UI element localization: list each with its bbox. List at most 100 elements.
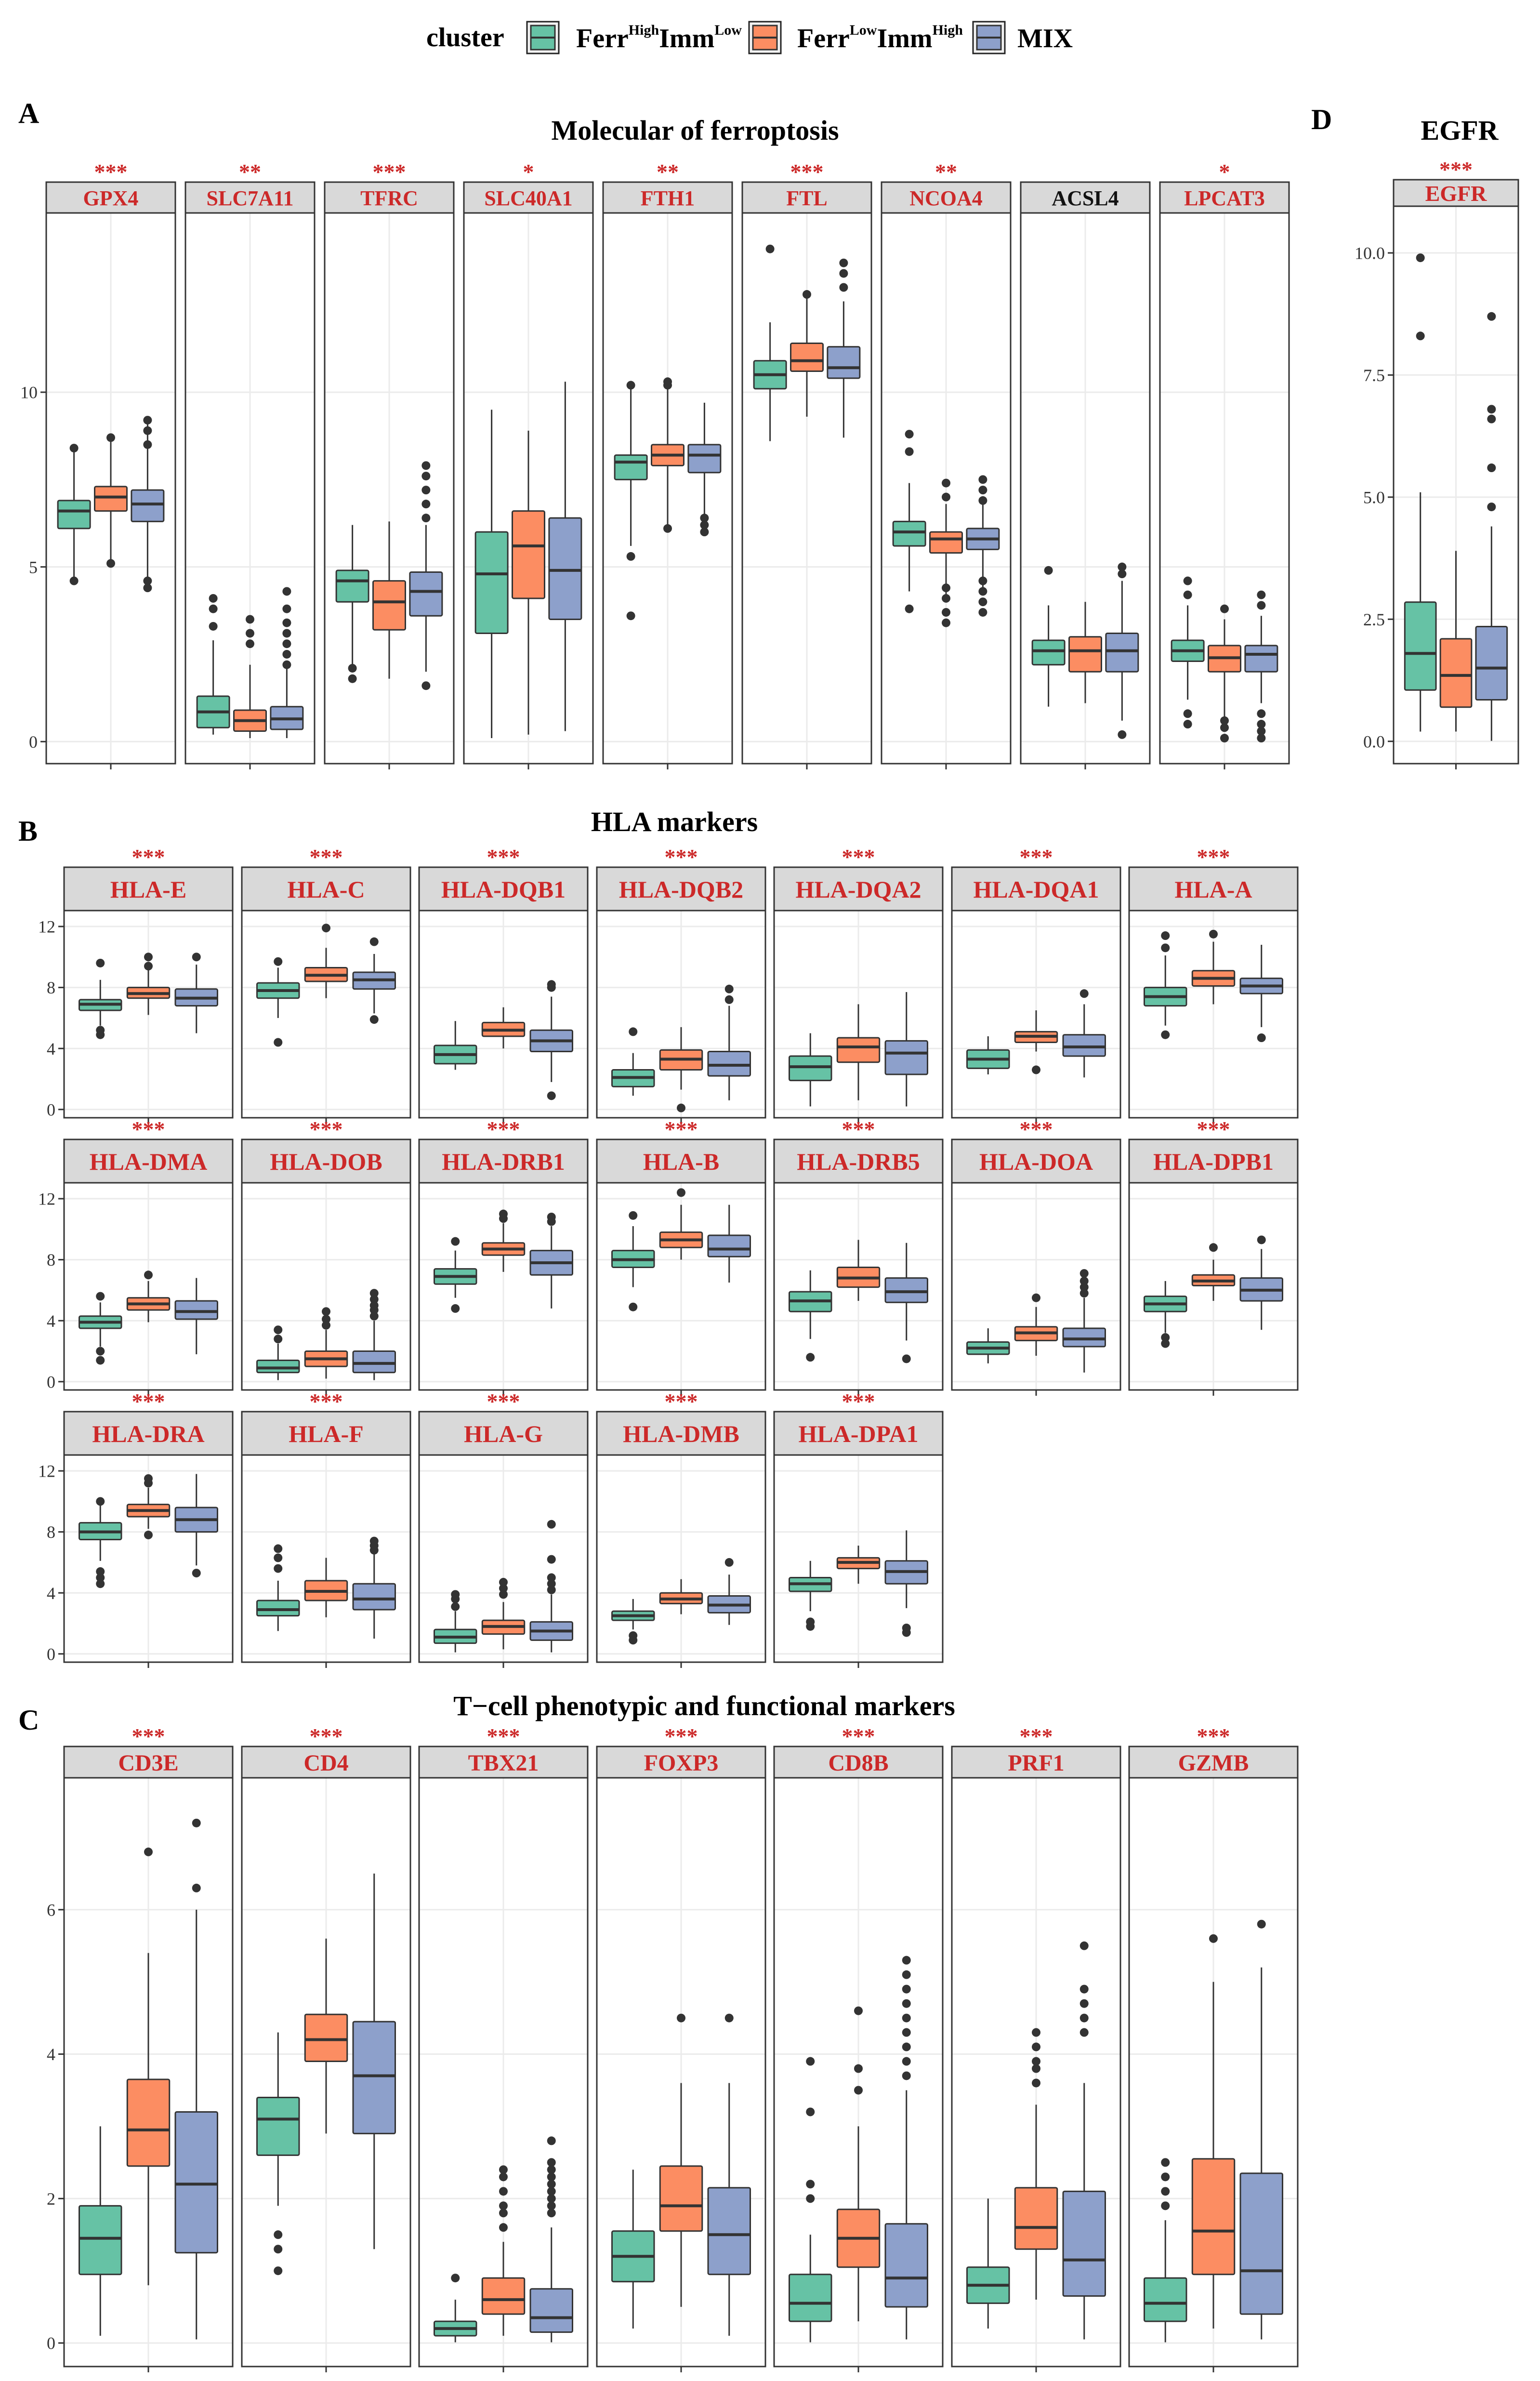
- outlier-point: [246, 615, 254, 624]
- significance-hla-dpb1: ***: [1197, 1117, 1230, 1141]
- box-body: [304, 2013, 348, 2063]
- y-tick-label: 8: [47, 1522, 55, 1542]
- outlier-point: [499, 2187, 508, 2196]
- y-tick-label: 4: [47, 1039, 55, 1058]
- outlier-point: [629, 1027, 638, 1036]
- box-body: [929, 531, 963, 554]
- box-hla-dqb2-group1: [611, 1027, 655, 1096]
- outlier-point: [69, 576, 79, 585]
- outlier-point: [547, 1579, 556, 1588]
- facet-strip: [602, 181, 733, 214]
- facet-strip: [741, 181, 872, 214]
- box-lpcat3-group3: [1244, 590, 1278, 743]
- outlier-point: [96, 1497, 105, 1506]
- box-body: [836, 1037, 881, 1063]
- box-hla-dma-group1: [79, 1292, 122, 1365]
- box-hla-dqa2-group2: [836, 1004, 881, 1100]
- panel-letter-c: C: [18, 1704, 39, 1736]
- outlier-point: [143, 576, 152, 585]
- box-hla-f-group3: [352, 1536, 396, 1639]
- box-cd8b-group1: [789, 2057, 832, 2342]
- box-gzmb-group1: [1144, 2158, 1187, 2342]
- gene-label-hla-dra: HLA-DRA: [92, 1420, 204, 1447]
- outlier-point: [499, 2223, 508, 2232]
- box-hla-dpa1-group3: [884, 1530, 928, 1637]
- outlier-point: [451, 1602, 460, 1611]
- outlier-point: [348, 674, 357, 683]
- outlier-point: [1257, 720, 1266, 729]
- legend-key-1: [748, 21, 782, 54]
- facet-ncoa4: NCOA4**: [881, 159, 1012, 769]
- box-body: [1062, 1327, 1106, 1348]
- panel-title-d: EGFR: [1421, 115, 1499, 146]
- outlier-point: [274, 2266, 283, 2275]
- outlier-point: [274, 2245, 283, 2254]
- facet-strip: [63, 1746, 234, 1779]
- outlier-point: [629, 1631, 638, 1640]
- box-hla-c-group2: [304, 924, 348, 998]
- box-body: [335, 569, 369, 603]
- gene-label-cd3e: CD3E: [118, 1750, 178, 1776]
- box-hla-a-group3: [1239, 945, 1283, 1043]
- outlier-point: [978, 608, 987, 617]
- outlier-point: [144, 962, 153, 971]
- box-cd3e-group3: [174, 1818, 218, 2340]
- outlier-point: [626, 552, 635, 561]
- facet-hla-dqa2: HLA-DQA2 ***: [773, 845, 944, 1124]
- box-body: [174, 1300, 218, 1320]
- box-hla-dqb1-group2: [481, 1007, 526, 1049]
- box-body: [1068, 636, 1102, 673]
- facet-strip: [1128, 1746, 1299, 1779]
- box-lpcat3-group2: [1208, 604, 1241, 743]
- outlier-point: [96, 1573, 105, 1582]
- box-body: [790, 343, 824, 372]
- outlier-point: [1183, 590, 1192, 599]
- significance-hla-doa: ***: [1020, 1117, 1053, 1141]
- outlier-point: [369, 1015, 379, 1024]
- legend-key-2: [972, 21, 1006, 54]
- outlier-point: [96, 1347, 105, 1356]
- facet-hla-dpa1: HLA-DPA1 ***: [773, 1389, 944, 1668]
- significance-hla-drb1: ***: [487, 1117, 520, 1141]
- outlier-point: [144, 1270, 153, 1280]
- significance-hla-c: ***: [310, 845, 343, 869]
- outlier-point: [629, 1211, 638, 1220]
- outlier-point: [905, 447, 914, 456]
- outlier-point: [1079, 1283, 1089, 1292]
- outlier-point: [1079, 2028, 1089, 2037]
- box-body: [1014, 2187, 1058, 2250]
- gene-label-foxp3: FOXP3: [644, 1750, 719, 1776]
- box-body: [614, 454, 648, 480]
- outlier-point: [282, 604, 291, 613]
- box-hla-dma-group3: [174, 1278, 218, 1354]
- box-hla-dqa2-group3: [884, 992, 928, 1107]
- significance-hla-dra: ***: [132, 1389, 165, 1414]
- box-gpx4-group3: [131, 416, 165, 593]
- legend-label-1: FerrLowImmHigh: [797, 22, 963, 53]
- y-tick-label: 10.0: [1355, 244, 1385, 263]
- facet-slc40a1: SLC40A1*: [463, 159, 594, 769]
- y-tick-label: 4: [47, 1311, 55, 1331]
- outlier-point: [1416, 253, 1425, 263]
- outlier-point: [547, 980, 556, 989]
- box-acsl4-group3: [1105, 562, 1139, 739]
- gene-label-ncoa4: NCOA4: [909, 186, 983, 210]
- box-body: [256, 2096, 300, 2156]
- y-tick-label: 0: [47, 1100, 55, 1119]
- outlier-point: [902, 1956, 911, 1965]
- box-hla-g-group2: [481, 1578, 526, 1650]
- outlier-point: [499, 2209, 508, 2218]
- gene-label-slc40a1: SLC40A1: [484, 186, 572, 210]
- outlier-point: [1487, 463, 1496, 473]
- outlier-point: [1079, 1276, 1089, 1285]
- significance-cd4: ***: [310, 1724, 343, 1748]
- box-body: [892, 520, 926, 547]
- outlier-point: [1079, 1941, 1089, 1950]
- outlier-point: [1161, 943, 1170, 952]
- gene-label-hla-dob: HLA-DOB: [270, 1148, 382, 1175]
- outlier-point: [1220, 723, 1229, 732]
- panel-a: GPX4***0510SLC7A11**TFRC***SLC40A1*FTH1*…: [20, 159, 1290, 769]
- outlier-point: [547, 2187, 556, 2196]
- significance-egfr: ***: [1439, 157, 1473, 182]
- outlier-point: [806, 2194, 815, 2203]
